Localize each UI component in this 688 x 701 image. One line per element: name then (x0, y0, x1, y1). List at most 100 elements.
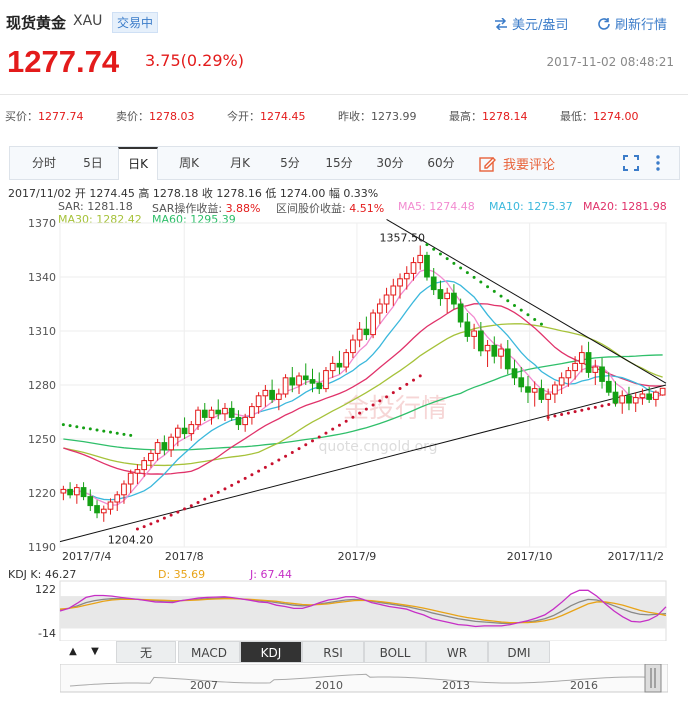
candle-body (134, 469, 141, 474)
indicator-tab-boll[interactable]: BOLL (364, 641, 426, 663)
tab-8[interactable]: 60分 (427, 156, 455, 170)
indicator-tab-无[interactable]: 无 (116, 641, 176, 663)
more-options-button[interactable] (655, 154, 661, 175)
quote-item: 买价：1277.74 (5, 108, 84, 124)
time-navigator[interactable]: 2007 2010 2013 2016 (60, 664, 668, 694)
candlestick-chart[interactable]: 1370 1340 1310 1280 1250 1220 1190 2017/7/4 2017… (0, 195, 688, 641)
candle-body (444, 292, 451, 300)
ma20-legend: MA20: 1281.98 (583, 200, 667, 213)
indicator-tab-rsi[interactable]: RSI (302, 641, 364, 663)
quote-item: 昨收：1273.99 (338, 108, 417, 124)
tab-7[interactable]: 30分 (376, 156, 404, 170)
scroll-up-button[interactable]: ▲ (64, 643, 82, 661)
candle-body (100, 508, 107, 514)
divider (0, 94, 688, 95)
sar-dot (270, 462, 274, 466)
candle-body (376, 303, 383, 314)
sar-dot (526, 313, 530, 317)
quote-item: 今开：1274.45 (227, 108, 306, 124)
sar-dot (135, 527, 139, 531)
sar-dot (513, 303, 516, 307)
candle-body (626, 395, 632, 404)
sar-dot (290, 450, 294, 454)
candle-body (578, 352, 585, 364)
candle-body (545, 393, 552, 400)
candle-body (619, 395, 626, 404)
quote-value: 1278.14 (482, 110, 528, 123)
refresh-button[interactable]: 刷新行情 (597, 14, 667, 33)
sar-dot (230, 483, 234, 487)
x-tick-label: 2017/8 (165, 550, 204, 563)
range-profit-value: 4.51% (349, 202, 385, 215)
sar-dot (438, 252, 442, 256)
quote-item: 卖价：1278.03 (116, 108, 195, 124)
scroll-down-button[interactable]: ▼ (86, 643, 104, 661)
tab-2[interactable]: 日K (118, 147, 158, 180)
kdj-tick-label: 122 (35, 583, 56, 596)
sar-dot (236, 480, 240, 484)
candle-body (67, 488, 73, 496)
fullscreen-button[interactable] (623, 155, 639, 174)
triangle-up-icon: ▲ (69, 646, 77, 657)
y-tick-label: 1310 (28, 325, 56, 338)
ma10-line (63, 280, 663, 501)
x-tick-label: 2017/9 (338, 550, 377, 563)
sar-dot (277, 458, 281, 462)
sar-dot (297, 447, 301, 451)
candle-body (208, 409, 215, 418)
pencil-edit-icon (479, 156, 496, 172)
navigator-handle (644, 664, 662, 693)
indicator-tab-macd[interactable]: MACD (178, 641, 240, 663)
sar-dot (115, 431, 119, 435)
candle-body (646, 393, 653, 400)
comment-label: 我要评论 (503, 158, 556, 173)
candle-body (275, 393, 282, 400)
indicator-tab-kdj[interactable]: KDJ (240, 641, 302, 663)
quote-value: 1277.74 (38, 110, 84, 123)
candle-body (323, 370, 329, 390)
comment-button[interactable]: 我要评论 (479, 154, 555, 173)
candle-body (363, 328, 370, 336)
navigator-year-label: 2010 (315, 679, 343, 692)
sar-dot (573, 410, 577, 414)
quote-label: 最低： (560, 110, 593, 123)
tab-1[interactable]: 5日 (83, 156, 103, 170)
tab-4[interactable]: 月K (230, 156, 250, 170)
sar-dot (472, 275, 476, 279)
y-tick-label: 1280 (28, 379, 56, 392)
candle-body (356, 328, 363, 341)
candle-body (87, 496, 94, 507)
sar-dot (539, 322, 543, 326)
sar-dot (398, 387, 402, 391)
candle-body (262, 389, 269, 397)
tab-0[interactable]: 分时 (31, 156, 56, 170)
candle-body (316, 382, 323, 390)
candle-body (181, 427, 188, 435)
sar-dot (445, 257, 449, 261)
indicator-tab-dmi[interactable]: DMI (488, 641, 550, 663)
indicator-tab-wr[interactable]: WR (426, 641, 488, 663)
candle-body (383, 294, 390, 305)
sar-dot (452, 261, 456, 265)
vertical-dots-icon (656, 155, 660, 171)
sar-profit-legend: SAR操作收益: 3.88% (152, 200, 261, 216)
candle-body (228, 407, 235, 418)
period-tabs: 分时 5日 日K 周K 月K 5分 15分 30分 60分 我要评论 (9, 146, 680, 180)
sar-dot (405, 382, 409, 386)
candle-body (60, 488, 67, 494)
sar-dot (351, 415, 355, 419)
sar-dot (580, 408, 584, 412)
sar-dot (317, 435, 321, 439)
tab-3[interactable]: 周K (179, 156, 199, 170)
sar-dot (425, 243, 429, 247)
candle-body (653, 391, 659, 400)
candle-body (531, 388, 538, 393)
sar-dot (183, 507, 187, 511)
candle-body (471, 330, 477, 337)
kdj-d-line (59, 598, 667, 624)
candle-body (127, 472, 134, 485)
currency-unit-button[interactable]: 美元/盎司 (494, 14, 568, 33)
sar-dot (459, 266, 463, 270)
tab-5[interactable]: 5分 (280, 156, 300, 170)
tab-6[interactable]: 15分 (325, 156, 353, 170)
